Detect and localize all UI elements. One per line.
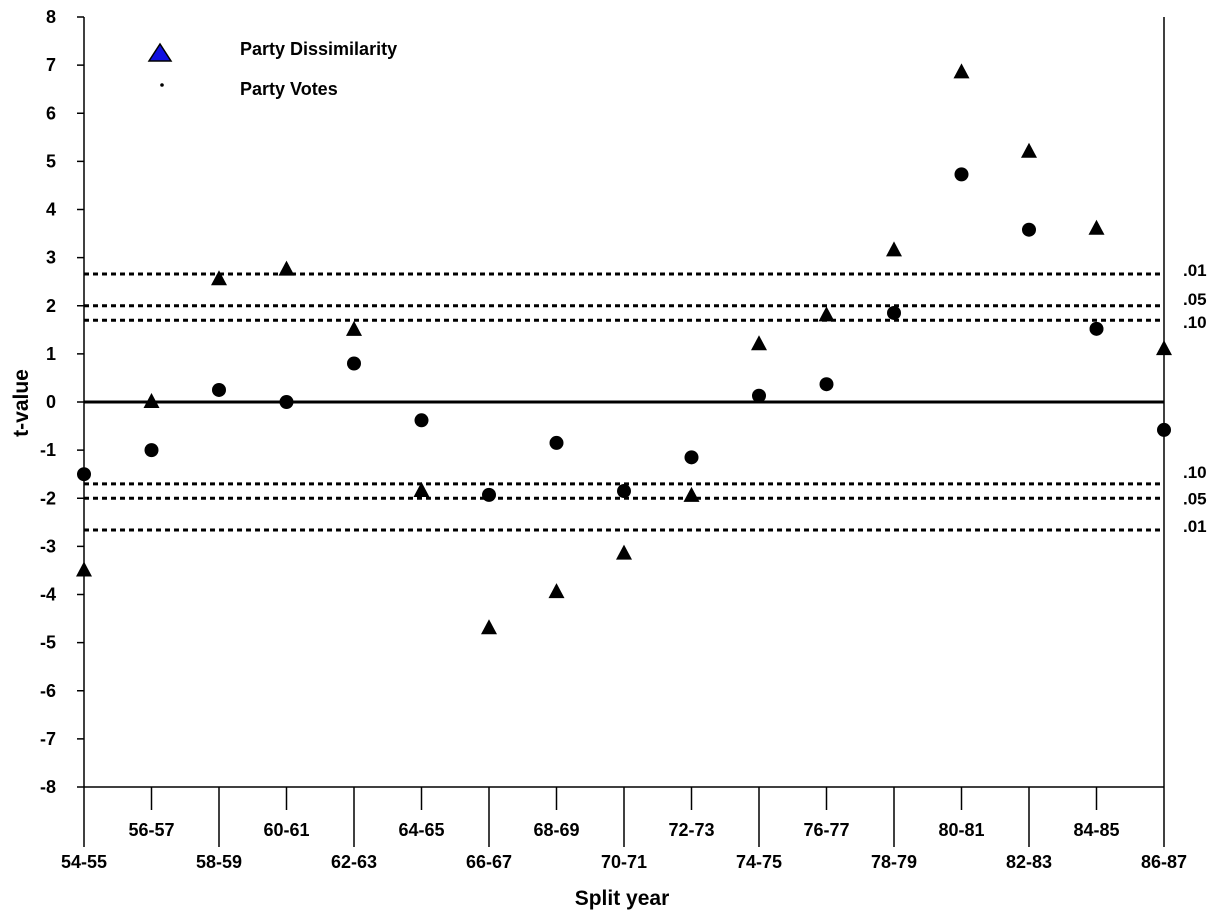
- legend-triangle-marker: [147, 42, 173, 62]
- x-axis-title: Split year: [575, 887, 670, 910]
- data-marks: [76, 63, 1172, 635]
- x-tick-label: 68-69: [533, 820, 579, 840]
- party-votes-point: [1089, 321, 1104, 336]
- y-tick-label: -6: [40, 681, 56, 701]
- x-tick-label: 84-85: [1073, 820, 1119, 840]
- significance-label: .10: [1183, 313, 1207, 332]
- party-votes-point: [954, 167, 969, 182]
- x-tick-label: 58-59: [196, 852, 242, 872]
- party-votes-point: [617, 484, 631, 499]
- legend-dot-marker: [160, 83, 164, 87]
- y-tick-label: -1: [40, 440, 56, 460]
- y-tick-label: 5: [46, 151, 56, 171]
- party-dissimilarity-point: [751, 335, 767, 351]
- party-dissimilarity-point: [616, 544, 632, 560]
- y-tick-label: -3: [40, 536, 56, 556]
- y-tick-label: -8: [40, 777, 56, 797]
- x-tick-label: 56-57: [128, 820, 174, 840]
- x-tick-label: 80-81: [938, 820, 984, 840]
- y-tick-label: -2: [40, 488, 56, 508]
- party-votes-point: [347, 356, 361, 371]
- party-dissimilarity-point: [1156, 340, 1172, 356]
- party-votes-point: [77, 467, 91, 482]
- significance-label: .01: [1183, 261, 1207, 280]
- y-tick-label: -7: [40, 729, 56, 749]
- significance-label: .05: [1183, 489, 1207, 508]
- party-votes-point: [279, 395, 294, 409]
- legend: Party Dissimilarity Party Votes: [147, 39, 397, 99]
- y-tick-label: 7: [46, 55, 56, 75]
- party-dissimilarity-point: [1088, 219, 1105, 235]
- y-tick-label: -5: [40, 633, 56, 653]
- x-tick-label: 62-63: [331, 852, 377, 872]
- party-votes-point: [1022, 222, 1036, 237]
- x-tick-label: 54-55: [61, 852, 107, 872]
- party-votes-point: [414, 413, 429, 428]
- party-dissimilarity-point: [818, 306, 835, 322]
- party-dissimilarity-point: [413, 482, 430, 498]
- y-tick-label: 8: [46, 7, 56, 27]
- party-dissimilarity-point: [548, 583, 565, 599]
- x-tick-label: 76-77: [803, 820, 849, 840]
- party-votes-point: [549, 435, 564, 450]
- party-votes-point: [684, 450, 699, 465]
- reference-lines: .01 .05 .10 .10 .05 .01: [84, 261, 1207, 536]
- y-tick-label: 4: [46, 200, 56, 220]
- significance-label: .10: [1183, 463, 1207, 482]
- party-dissimilarity-point: [953, 63, 970, 79]
- legend-label-party-dissimilarity: Party Dissimilarity: [240, 39, 397, 59]
- y-tick-label: 2: [46, 296, 56, 316]
- party-dissimilarity-point: [278, 260, 295, 276]
- x-axis: 54-55 56-57 58-59 60-61 62-63 64-65 66-67 68-69…: [61, 787, 1187, 872]
- party-dissimilarity-point: [346, 320, 362, 336]
- party-votes-point: [212, 382, 226, 397]
- y-tick-label: -4: [40, 585, 56, 605]
- significance-label: .05: [1183, 290, 1207, 309]
- x-tick-label: 72-73: [668, 820, 714, 840]
- x-tick-label: 86-87: [1141, 852, 1187, 872]
- x-tick-label: 70-71: [601, 852, 647, 872]
- party-dissimilarity-point: [1021, 142, 1037, 158]
- party-dissimilarity-point: [211, 270, 227, 286]
- y-tick-label: 3: [46, 248, 56, 268]
- party-votes-point: [887, 305, 901, 320]
- party-votes-point: [482, 487, 496, 502]
- y-tick-label: 0: [46, 392, 56, 412]
- y-axis-title: t-value: [10, 369, 33, 437]
- party-dissimilarity-point: [481, 619, 497, 635]
- party-votes-point: [1157, 422, 1171, 437]
- party-votes-point: [752, 388, 766, 403]
- x-tick-label: 66-67: [466, 852, 512, 872]
- x-tick-label: 64-65: [398, 820, 444, 840]
- y-tick-label: 1: [46, 344, 56, 364]
- party-dissimilarity-point: [683, 486, 700, 502]
- party-dissimilarity-point: [76, 561, 92, 577]
- party-dissimilarity-point: [886, 241, 902, 257]
- party-dissimilarity-point: [143, 393, 160, 408]
- x-tick-label: 78-79: [871, 852, 917, 872]
- significance-label: .01: [1183, 517, 1207, 536]
- x-tick-label: 82-83: [1006, 852, 1052, 872]
- x-tick-label: 74-75: [736, 852, 782, 872]
- party-votes-point: [144, 443, 159, 458]
- legend-label-party-votes: Party Votes: [240, 79, 338, 99]
- party-votes-point: [819, 377, 834, 392]
- x-tick-label: 60-61: [263, 820, 309, 840]
- y-tick-label: 6: [46, 103, 56, 123]
- y-axis: 8 7 6 5 4 3 2 1 0 -1 -2 -3 -4 -5 -6 -7 -8: [40, 7, 84, 797]
